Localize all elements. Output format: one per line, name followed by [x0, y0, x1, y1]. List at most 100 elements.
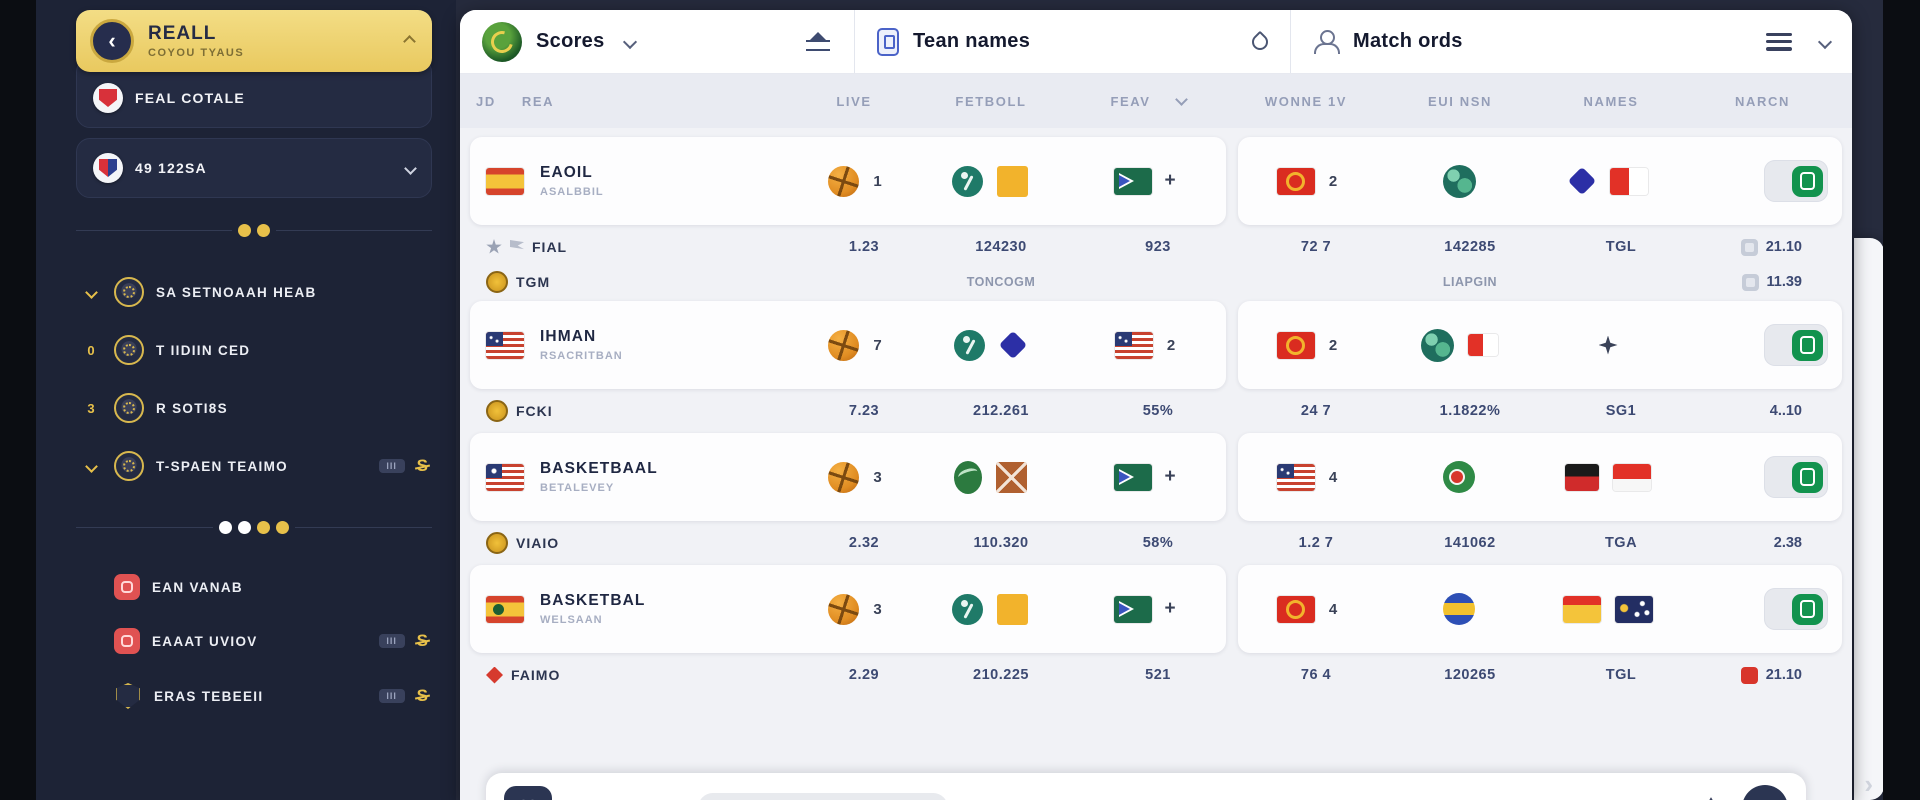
grid-icon[interactable]: ▦: [570, 798, 587, 800]
odds-name-label: FIAL: [532, 239, 568, 255]
col-names[interactable]: NAMES: [1583, 93, 1639, 109]
odds-end: 4..10: [1688, 403, 1822, 419]
alert-triangle-icon[interactable]: [1698, 797, 1724, 800]
sidebar-item-1[interactable]: 0 T IIDIIN CED: [76, 321, 432, 379]
sidebar-item-label: T IIDIIN CED: [156, 342, 251, 358]
item-left[interactable]: [80, 459, 102, 474]
col-fetboll[interactable]: FETBOLL: [955, 93, 1027, 109]
bottom-toolbar: ▦ ◔ OM SUIFUYVLS PALSH ›: [486, 773, 1806, 800]
odds-value: TONCOGM: [966, 275, 1036, 289]
gold-currency-icon[interactable]: S: [416, 631, 428, 650]
sidebar-item-0[interactable]: SA SETNOAAH HEAB: [76, 263, 432, 321]
plus-icon: +: [1164, 466, 1176, 487]
gold-crest-icon: [114, 277, 144, 307]
odds-row[interactable]: FIAL 1.23 124230 923 72 7 142285 TGL 21.10: [470, 228, 1842, 266]
odds-value: LIAPGIN: [1442, 275, 1498, 289]
gold-currency-icon[interactable]: S: [416, 456, 428, 475]
flag-liberia-icon: [486, 463, 524, 491]
chevron-down-icon[interactable]: [84, 459, 98, 473]
chevron-up-icon[interactable]: [403, 34, 416, 48]
odds-row[interactable]: VIAIO 2.32 110.320 58% 1.2 7 141062 TGA 2.38: [470, 524, 1842, 562]
background-panel: [1854, 238, 1884, 800]
notebook-icon: [877, 27, 899, 56]
dot: [238, 521, 251, 534]
odds-end: 2.38: [1688, 535, 1822, 551]
chevron-down-icon[interactable]: [84, 285, 98, 299]
basketball-icon: [828, 593, 860, 625]
chevron-down-icon[interactable]: [404, 161, 417, 175]
row-cell: 2: [1070, 331, 1220, 359]
odds-subrow[interactable]: TGM TONCOGM LIAPGIN 11.39: [470, 266, 1842, 298]
row-cell: 4: [1238, 595, 1376, 623]
tab-scores[interactable]: Scores: [460, 10, 854, 73]
back-button[interactable]: ‹: [90, 19, 134, 63]
row-toggle[interactable]: [1764, 588, 1828, 630]
basketball-icon: [828, 329, 860, 361]
sidebar-item-2[interactable]: 3 R SOTI8S: [76, 379, 432, 437]
odds-end: 21.10: [1688, 666, 1822, 684]
scores-logo: [482, 21, 522, 62]
col-feav[interactable]: FEAV: [1072, 93, 1224, 109]
flag-spaincrest-icon: [486, 595, 524, 623]
row-toggle[interactable]: [1764, 324, 1828, 366]
droplet-icon[interactable]: [1248, 30, 1272, 53]
odds-row[interactable]: FCKI 7.23 212.261 55% 24 7 1.1822% SG1 4..10: [470, 392, 1842, 430]
chevron-down-icon[interactable]: [622, 34, 637, 49]
flag-halfred-icon: [1610, 167, 1648, 195]
gold-currency-icon[interactable]: S: [416, 686, 428, 705]
crest-blue-icon: [93, 153, 123, 183]
match-row[interactable]: IHMAN RSACRITBAN 7 2 2: [470, 301, 1842, 389]
tab-match-ords[interactable]: Match ords: [1290, 10, 1852, 73]
item-left[interactable]: [80, 285, 102, 300]
odds-value: 55%: [1142, 403, 1174, 419]
col-live[interactable]: LIVE: [836, 93, 872, 109]
item-left[interactable]: 3: [87, 400, 95, 416]
row-cell: +: [1070, 167, 1220, 195]
sidebar-item-3[interactable]: T-SPAEN TEAIMO III S: [76, 437, 432, 495]
flag-pennant-icon: [1114, 463, 1153, 491]
match-row[interactable]: BASKETBAAL BETALEVEY 3 +4: [470, 433, 1842, 521]
col-rea[interactable]: REA: [521, 93, 555, 109]
col-narcn[interactable]: NARCN: [1735, 93, 1790, 109]
next-button[interactable]: ›: [1742, 785, 1788, 800]
row-cell: [1674, 324, 1842, 366]
row-toggle[interactable]: [1764, 456, 1828, 498]
row-cell: [1376, 593, 1542, 625]
sidebar-item-5[interactable]: EAN VANAB: [76, 560, 432, 614]
odds-value: 521: [1145, 667, 1171, 683]
row-cell: [1674, 456, 1842, 498]
sidebar-item-7[interactable]: ERAS TEBEEII III S: [76, 668, 432, 724]
team-name: BASKETBAAL: [540, 460, 658, 477]
flag-halfred-icon: [1467, 334, 1498, 356]
sidebar-header-card[interactable]: ‹ REALL COYOU TYAUS: [76, 10, 432, 72]
row-toggle[interactable]: [1764, 160, 1828, 202]
chevron-down-icon[interactable]: [1174, 93, 1188, 106]
ysquare-icon: [997, 593, 1028, 625]
apps-button[interactable]: [504, 786, 552, 800]
odds-value: TGL: [1605, 667, 1637, 683]
odds-value: 2.32: [848, 535, 880, 551]
edge-chevron-icon[interactable]: ›: [1864, 769, 1873, 799]
match-row[interactable]: EAOIL ASALBBIL 1 +2: [470, 137, 1842, 225]
row-cell: [1674, 588, 1842, 630]
row-cell: +: [1070, 595, 1220, 623]
col-wonne[interactable]: WONNE 1V: [1264, 93, 1348, 109]
item-left[interactable]: 0: [87, 342, 95, 358]
flag-usa-icon: [1276, 463, 1315, 491]
chevron-down-icon[interactable]: [1817, 34, 1833, 49]
row-cell: [1542, 166, 1674, 196]
row-cell: [910, 165, 1070, 197]
col-jd[interactable]: JD: [476, 93, 496, 109]
sort-asc-icon[interactable]: [806, 31, 832, 52]
sidebar-item-6[interactable]: EAAAT UVIOV III S: [76, 614, 432, 668]
col-eui-nsn[interactable]: EUI NSN: [1428, 93, 1492, 109]
tab-team-names[interactable]: Tean names: [854, 10, 1290, 73]
sidebar-league-card[interactable]: 49 122SA: [76, 138, 432, 198]
menu-icon[interactable]: [1766, 32, 1792, 51]
search-input[interactable]: [697, 793, 948, 800]
odds-row[interactable]: FAIMO 2.29 210.225 521 76 4 120265 TGL 21.10: [470, 656, 1842, 694]
row-cell: [910, 329, 1070, 361]
clock-icon[interactable]: ◔: [603, 798, 614, 800]
match-row[interactable]: BASKETBAL WELSAAN 3 +4: [470, 565, 1842, 653]
